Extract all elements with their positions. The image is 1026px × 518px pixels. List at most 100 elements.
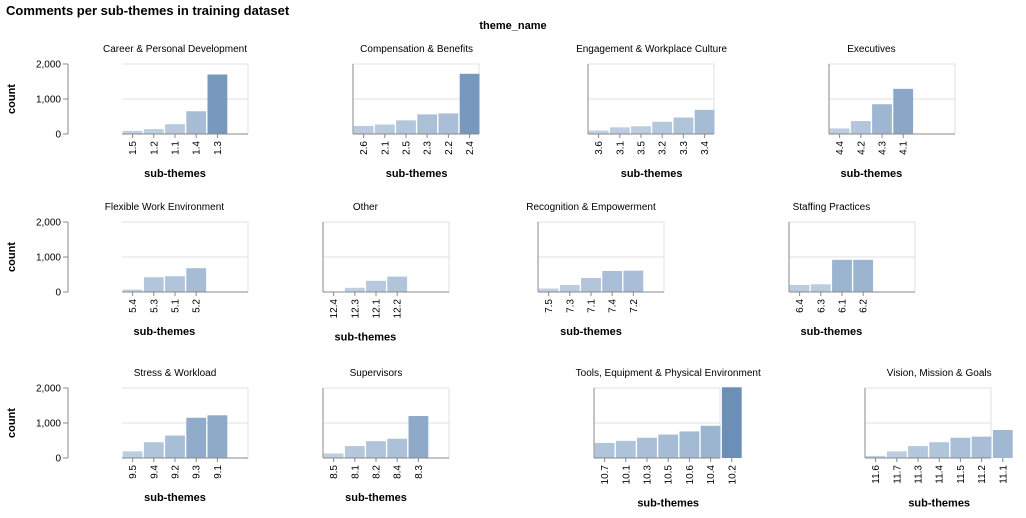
x-axis-title: sub-themes [144,492,206,504]
bar [186,111,207,134]
bar [122,130,143,134]
x-tick-label: 10.2 [727,465,738,485]
bar [615,440,636,458]
x-tick-label: 6.4 [795,299,806,313]
bar [872,104,892,134]
bar [721,387,742,458]
facet-title: Staffing Practices [793,202,871,213]
x-tick-label: 4.2 [856,141,867,155]
x-tick-label: 2.6 [359,141,370,155]
x-tick-label: 9.1 [213,465,224,479]
facet-panel: Stress & Workload 0 1,000 2,000 count 9.5 9.4 9… [6,368,249,504]
y-axis-title: count [6,408,18,438]
y-tick-label: 2,000 [36,384,61,395]
bar [344,287,365,292]
x-tick-label: 4.1 [899,141,910,155]
x-tick-label: 7.3 [565,299,576,313]
x-tick-label: 1.5 [128,141,139,155]
bar [637,437,657,458]
x-tick-label: 2.1 [380,141,391,155]
x-tick-label: 2.4 [465,141,476,155]
x-axis-title: sub-themes [335,331,397,343]
facet-header: theme_name [479,20,547,32]
facet-panel: Supervisors 8.5 8.1 8.2 8.4 8.3 sub-themes [322,368,450,504]
x-tick-label: 4.4 [835,141,846,155]
x-tick-label: 2.5 [402,141,413,155]
x-tick-label: 3.1 [615,141,626,155]
x-tick-label: 2.3 [423,141,434,155]
bar [143,129,164,134]
x-tick-label: 4.3 [878,141,889,155]
x-tick-label: 6.3 [816,299,827,313]
x-tick-label: 11.2 [977,465,988,484]
x-tick-label: 8.1 [350,465,361,479]
x-tick-label: 1.1 [171,141,182,155]
x-tick-label: 3.2 [658,141,669,155]
bar [929,442,950,458]
y-tick-label: 1,000 [36,95,61,106]
bar [122,451,143,458]
bar [673,117,694,134]
x-tick-label: 5.3 [149,299,160,313]
x-tick-label: 8.2 [372,465,383,479]
x-tick-label: 12.3 [350,299,361,319]
bar [971,436,992,458]
x-tick-label: 12.4 [329,299,340,319]
bar [832,259,852,292]
facet-panel: Tools, Equipment & Physical Environment 1… [576,368,761,509]
bar [165,276,185,292]
bar [387,438,408,458]
x-tick-label: 11.5 [956,465,967,484]
bar [374,124,395,134]
bar [353,125,374,134]
x-tick-label: 5.1 [171,299,182,313]
bar [143,442,164,458]
x-tick-label: 7.2 [629,299,640,313]
facet-title: Career & Personal Development [103,44,247,55]
y-tick-label: 0 [55,454,61,465]
x-tick-label: 9.3 [192,465,203,479]
bar [207,74,228,134]
bar [810,284,831,292]
bar [694,109,715,134]
bar [865,455,886,458]
bar [594,442,615,458]
bar [908,446,928,458]
x-tick-label: 6.1 [838,299,849,313]
bar [631,126,651,134]
x-tick-label: 11.3 [914,465,925,484]
bar [387,276,408,292]
x-axis-title: sub-themes [134,326,196,338]
bar [886,451,907,458]
facet-title: Flexible Work Environment [105,202,225,213]
x-axis-title: sub-themes [621,168,683,180]
x-tick-label: 7.5 [544,299,555,313]
facet-panel: Executives 4.4 4.2 4.3 4.1 sub-themes [828,44,956,180]
x-axis-title: sub-themes [144,168,206,180]
bar [950,437,971,458]
x-tick-label: 7.1 [587,299,598,313]
x-axis-title: sub-themes [841,168,903,180]
y-tick-label: 2,000 [36,218,61,229]
x-tick-label: 3.3 [679,141,690,155]
x-axis-title: sub-themes [386,168,448,180]
bar [658,434,679,458]
facet-panel: Vision, Mission & Goals 11.6 11.7 11.3 11.4 1… [864,368,1013,509]
facet-panel: Recognition & Empowerment 7.5 7.3 7.1 7.4 7.2… [526,202,665,338]
bar [623,270,644,292]
x-tick-label: 5.4 [128,299,139,313]
x-tick-label: 8.5 [329,465,340,479]
bar [344,446,365,458]
bar [417,114,438,134]
x-tick-label: 3.4 [700,141,711,155]
bar [893,88,914,134]
bar [366,441,386,458]
x-tick-label: 9.5 [128,465,139,479]
bar [652,121,673,134]
x-tick-label: 6.2 [859,299,870,313]
x-axis-title: sub-themes [345,492,407,504]
x-tick-label: 11.6 [871,465,882,484]
bar [207,415,228,458]
bar [602,271,623,292]
x-tick-label: 9.2 [171,465,182,479]
